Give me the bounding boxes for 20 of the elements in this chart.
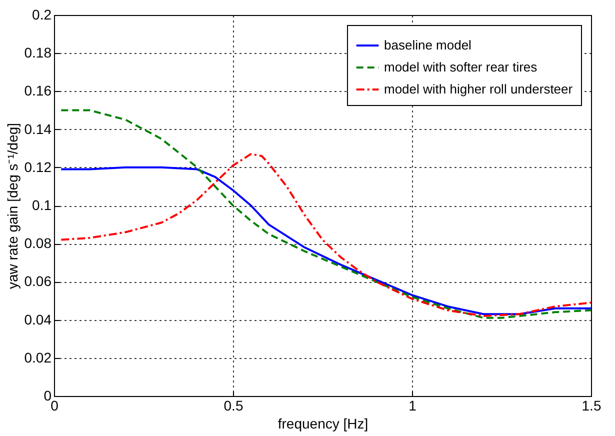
y-tick-label: 0.12 [24,158,52,175]
x-tick-label: 1.5 [582,398,602,414]
y-tick-label: 0.18 [24,44,52,61]
y-tick-label: 0 [44,388,52,404]
line-series [60,109,591,319]
y-tick-label: 0.2 [32,6,52,22]
legend-label: baseline model [384,38,472,52]
y-tick-label: 0.14 [24,120,52,137]
y-tick-label: 0.06 [24,273,52,290]
y-tick-label: 0.02 [24,349,52,366]
x-tick-label: 0.5 [224,398,244,414]
legend-label: model with softer rear tires [384,60,538,74]
y-tick-label: 0.08 [24,235,52,252]
y-axis-title: yaw rate gain [deg s⁻¹/deg] [4,122,20,290]
x-axis-title: frequency [Hz] [278,416,368,432]
legend-label: model with higher roll understeer [384,82,574,96]
y-tick-label: 0.04 [24,311,52,328]
y-tick-label: 0.16 [24,82,52,99]
y-tick-label: 0.1 [32,197,52,213]
x-tick-label: 1 [408,398,417,414]
